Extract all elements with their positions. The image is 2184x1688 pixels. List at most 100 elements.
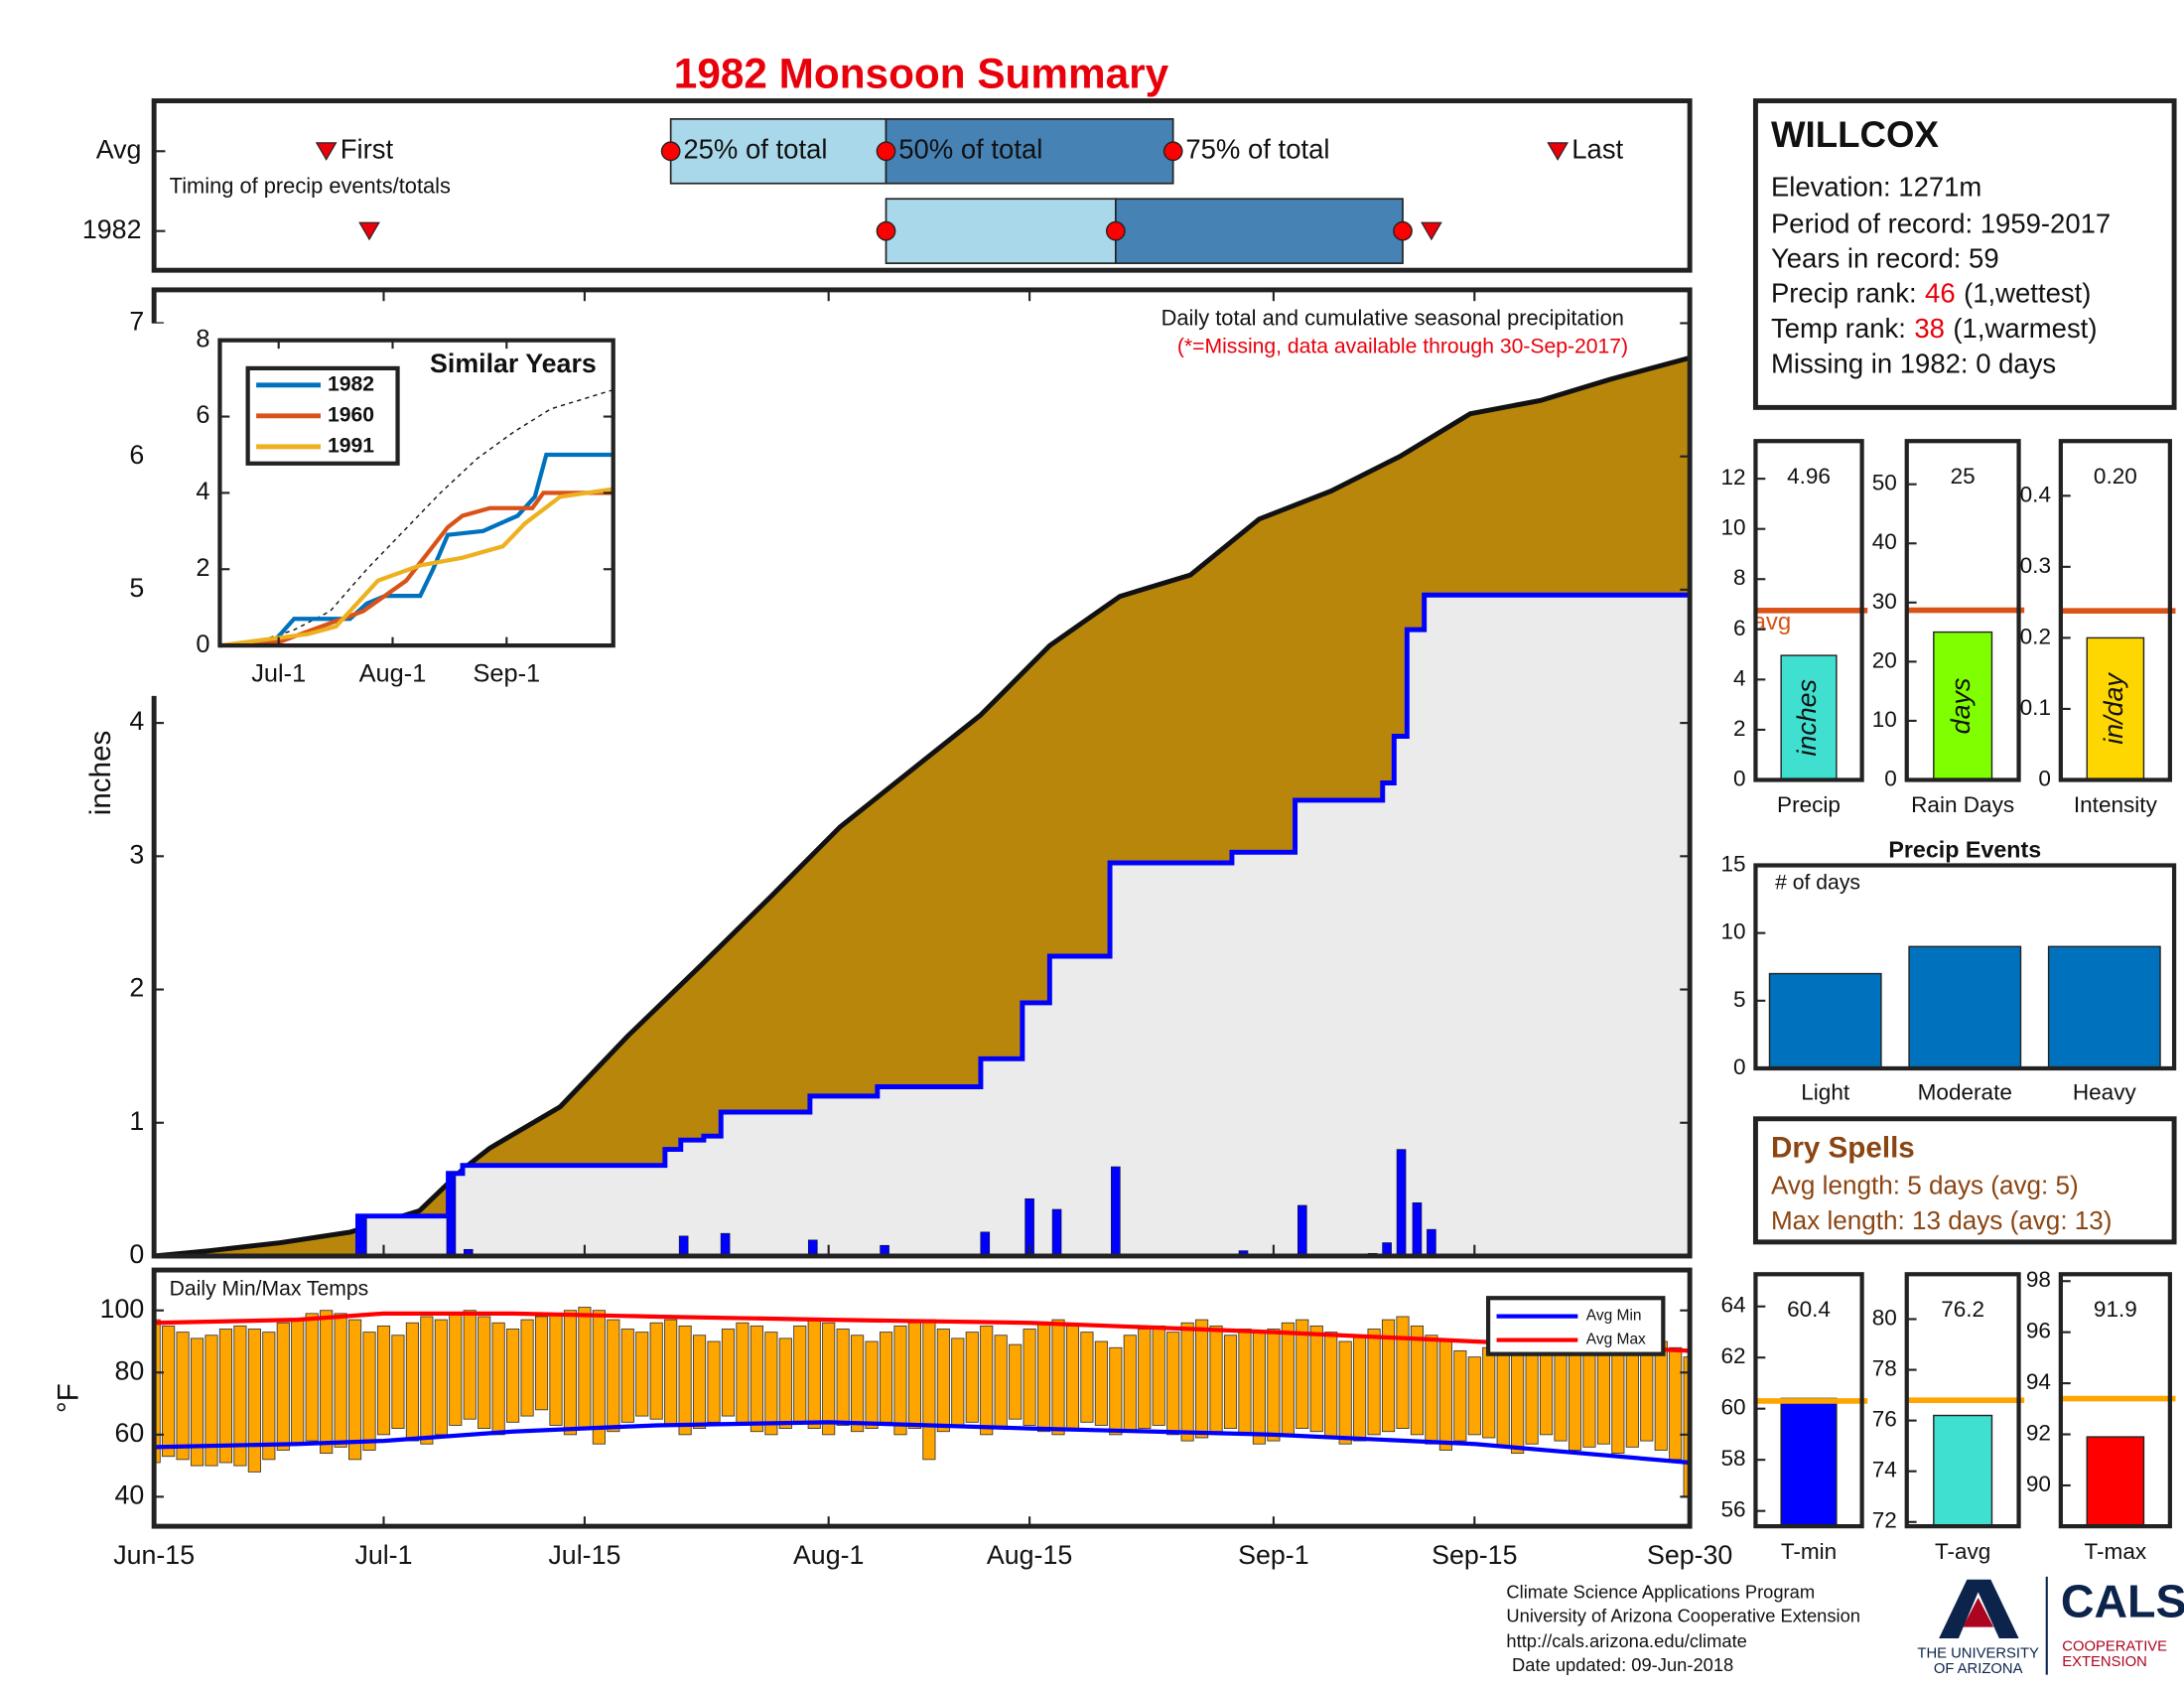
value-bar — [1933, 631, 1993, 781]
temp-bar — [305, 1313, 319, 1442]
bar — [1908, 945, 2022, 1069]
average-line — [154, 1420, 1691, 1466]
y-tick-label: 100 — [100, 1294, 145, 1324]
legend-label: 1960 — [328, 403, 374, 426]
legend-box — [1485, 1296, 1666, 1356]
y-tick-label: 30 — [1872, 589, 1897, 614]
y-axis-label: # of days — [1775, 871, 1860, 894]
temp-bar — [1582, 1353, 1596, 1448]
y-tick-label: 20 — [1872, 647, 1897, 672]
temp-bar — [334, 1313, 347, 1448]
temp-bar — [247, 1329, 261, 1473]
bar — [1768, 972, 1882, 1069]
temp-bar — [1496, 1340, 1510, 1448]
temp-bar — [1051, 1319, 1065, 1436]
x-tick-label: Sep-1 — [1238, 1540, 1308, 1570]
dry-spells-line: Max length: 13 days (avg: 13) — [1771, 1205, 2113, 1235]
temp-bar — [1453, 1349, 1467, 1442]
daily-bar — [1396, 1149, 1407, 1257]
station-line: Period of record: 1959-2017 — [1771, 208, 2111, 238]
y-tick-label: 40 — [1872, 529, 1897, 554]
temp-bar — [893, 1325, 907, 1436]
y-tick-label: 15 — [1720, 851, 1745, 876]
y-tick-label: 40 — [114, 1479, 144, 1509]
frame — [1753, 1272, 1864, 1529]
temp-bar — [664, 1319, 678, 1426]
daily-bar — [1051, 1208, 1062, 1257]
temp-bar — [980, 1325, 994, 1436]
temp-bar — [1396, 1316, 1410, 1430]
y-tick-label: 94 — [2026, 1369, 2051, 1394]
temp-bar — [1596, 1343, 1610, 1445]
temp-bar — [620, 1329, 634, 1423]
temp-bar — [607, 1319, 620, 1433]
temp-bar — [922, 1319, 936, 1461]
value-label: 60.4 — [1787, 1297, 1831, 1322]
temp-bar — [233, 1325, 247, 1467]
value-label: 0.20 — [2094, 464, 2137, 489]
y-tick-label: 90 — [2026, 1472, 2051, 1496]
main-title: 1982 Monsoon Summary — [674, 51, 1169, 97]
category-label: Intensity — [2074, 792, 2158, 817]
value-label: 91.9 — [2094, 1297, 2137, 1322]
temp-bar — [1036, 1322, 1051, 1433]
event-marker — [358, 221, 380, 241]
temp-bar — [520, 1319, 534, 1417]
rank-label: Precip rank: — [1771, 278, 1917, 309]
unit-label: inches — [1792, 679, 1822, 756]
value-bar — [1780, 654, 1838, 781]
temp-bar — [879, 1332, 893, 1423]
temp-bar — [1381, 1319, 1396, 1433]
legend-label: Avg Min — [1586, 1308, 1642, 1325]
temp-bar — [262, 1332, 276, 1461]
y-tick-label: 0.1 — [2020, 695, 2051, 720]
footer-line: Climate Science Applications Program — [1506, 1582, 1815, 1603]
y-tick-label: 12 — [1720, 465, 1745, 490]
x-tick-label: Jul-1 — [251, 659, 306, 687]
y-tick-label: 10 — [1872, 707, 1897, 732]
y-axis-label: inches — [84, 731, 117, 816]
average-label: avg — [1753, 609, 1792, 635]
temp-bar — [1338, 1340, 1352, 1445]
x-tick-label: Jun-15 — [113, 1540, 195, 1570]
frame — [151, 1267, 1693, 1529]
temp-bar — [218, 1329, 233, 1464]
quartile-marker — [1162, 141, 1183, 162]
marker-label: Last — [1571, 134, 1623, 165]
quartile-box-high — [1114, 198, 1404, 264]
temp-bar — [1267, 1329, 1281, 1442]
missing-note: (*=Missing, data available through 30-Se… — [1177, 335, 1628, 357]
y-tick-label: 6 — [1733, 616, 1746, 640]
logo-name: CALS — [2061, 1575, 2184, 1626]
category-label: T-avg — [1935, 1539, 1990, 1564]
frame — [2058, 1272, 2172, 1529]
temp-bar — [592, 1310, 606, 1445]
temp-bar — [1281, 1322, 1295, 1436]
daily-bar — [1111, 1166, 1121, 1257]
series-line — [219, 487, 614, 648]
temp-bar — [534, 1316, 549, 1411]
inset-title: Similar Years — [430, 349, 597, 378]
temp-bar — [478, 1316, 491, 1430]
logo-a-inner — [1963, 1598, 1994, 1627]
temp-bar — [434, 1319, 448, 1436]
event-marker — [1421, 221, 1442, 241]
temp-bar — [1109, 1346, 1123, 1436]
value-bar — [2086, 1436, 2145, 1527]
temp-bar — [1467, 1356, 1481, 1436]
temp-bar — [1425, 1335, 1438, 1445]
temp-bar — [707, 1340, 721, 1423]
rank-line: Temp rank: 38 (1,warmest) — [1771, 313, 2098, 344]
y-tick-label: 92 — [2026, 1420, 2051, 1445]
temp-bar — [1123, 1335, 1137, 1433]
unit-label: in/day — [2099, 672, 2128, 745]
temp-bar — [549, 1313, 563, 1426]
value-label: 4.96 — [1787, 464, 1831, 489]
x-tick-label: Light — [1801, 1079, 1850, 1104]
y-tick-label: 50 — [1872, 471, 1897, 495]
temp-bar — [736, 1322, 750, 1426]
marker-label: 75% of total — [1185, 134, 1329, 165]
temp-bar — [1410, 1325, 1425, 1436]
y-tick-label: 60 — [114, 1418, 144, 1448]
y-tick-label: 96 — [2026, 1319, 2051, 1343]
